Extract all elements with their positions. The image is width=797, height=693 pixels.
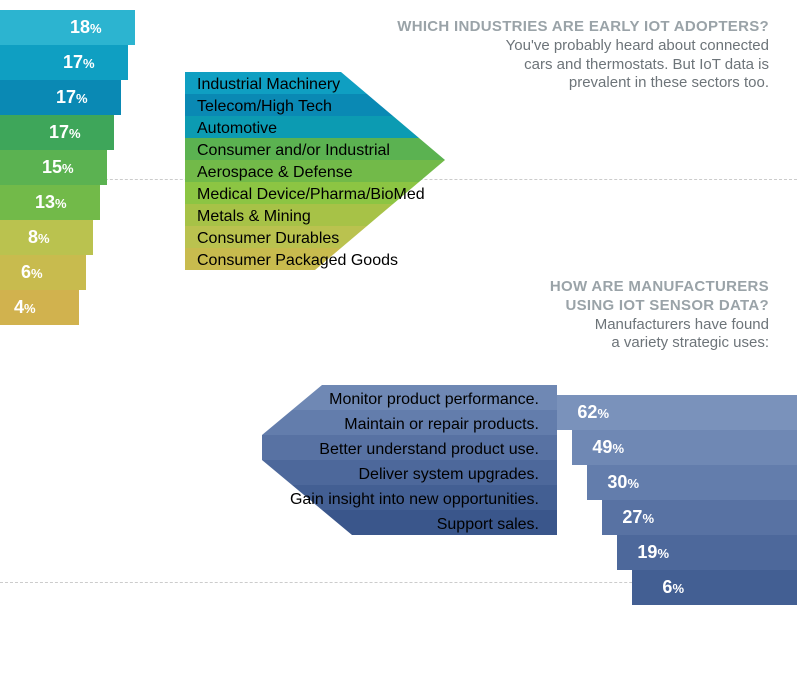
manufacturers-label: Monitor product performance.	[329, 391, 539, 409]
industries-label: Industrial Machinery	[197, 76, 340, 94]
industries-label: Metals & Mining	[197, 208, 311, 226]
industries-pct: 17%	[63, 52, 95, 73]
industries-label: Consumer Packaged Goods	[197, 252, 398, 270]
industries-pct: 6%	[21, 262, 43, 283]
manufacturers-label: Deliver system upgrades.	[358, 466, 539, 484]
industries-pct: 17%	[56, 87, 88, 108]
manufacturers-pct: 6%	[662, 577, 684, 598]
industries-pct: 4%	[14, 297, 36, 318]
industries-label: Consumer Durables	[197, 230, 339, 248]
industries-label: Automotive	[197, 120, 277, 138]
heading-manufacturers-title: USING IOT SENSOR DATA?	[550, 297, 769, 316]
heading-manufacturers-line: Manufacturers have found	[550, 316, 769, 335]
chart-manufacturers: 62%49%30%27%19%6%Monitor product perform…	[147, 385, 797, 595]
heading-manufacturers: HOW ARE MANUFACTURERSUSING IOT SENSOR DA…	[550, 278, 769, 353]
industries-bar	[0, 10, 135, 45]
manufacturers-label: Better understand product use.	[319, 441, 539, 459]
industries-row: 18%	[0, 10, 480, 45]
heading-manufacturers-title: HOW ARE MANUFACTURERS	[550, 278, 769, 297]
heading-manufacturers-line: a variety strategic uses:	[550, 334, 769, 353]
industries-label: Telecom/High Tech	[197, 98, 332, 116]
manufacturers-label: Support sales.	[437, 516, 539, 534]
industries-label: Aerospace & Defense	[197, 164, 353, 182]
manufacturers-bar	[632, 570, 797, 605]
industries-pct: 15%	[42, 157, 74, 178]
manufacturers-label: Maintain or repair products.	[344, 416, 539, 434]
industries-label: Medical Device/Pharma/BioMed	[197, 186, 425, 204]
industries-pct: 8%	[28, 227, 50, 248]
industries-pct: 17%	[49, 122, 81, 143]
manufacturers-label: Gain insight into new opportunities.	[290, 491, 539, 509]
chart-industries: 18% 17% 17% 17% 15% 13% 8% 6% 4% Industrial Machi…	[0, 10, 480, 325]
industries-bar	[0, 255, 86, 290]
industries-pct: 18%	[70, 17, 102, 38]
industries-row: 4%	[0, 290, 480, 325]
industries-bar	[0, 290, 79, 325]
manufacturers-row: 6%	[147, 560, 797, 595]
industries-pct: 13%	[35, 192, 67, 213]
